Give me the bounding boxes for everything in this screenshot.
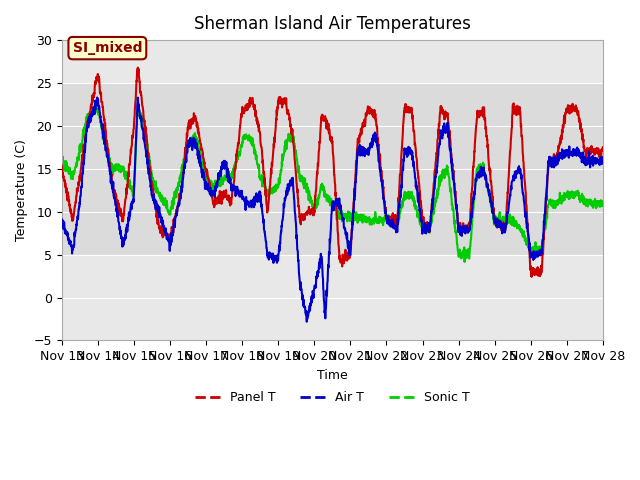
Sonic T [484, 187, 492, 193]
Sonic T [321, 191, 329, 197]
Air T [584, 159, 591, 165]
Sonic T [86, 111, 93, 117]
Sonic T [584, 203, 591, 208]
Air T [93, 95, 101, 100]
Air T [321, 315, 329, 321]
Air T [303, 319, 310, 324]
Panel T [134, 65, 141, 71]
Air T [58, 221, 66, 227]
Air T [584, 155, 591, 161]
Sonic T [307, 194, 315, 200]
Line: Panel T: Panel T [62, 68, 603, 276]
Line: Air T: Air T [62, 97, 603, 322]
Sonic T [599, 198, 607, 204]
Sonic T [58, 163, 66, 168]
Air T [599, 157, 607, 163]
Panel T [58, 163, 66, 168]
Title: Sherman Island Air Temperatures: Sherman Island Air Temperatures [194, 15, 471, 33]
Panel T [528, 274, 536, 279]
Panel T [584, 146, 591, 152]
Air T [86, 120, 93, 126]
Air T [307, 299, 315, 304]
Panel T [599, 144, 607, 150]
Bar [62, 83, 603, 254]
Sonic T [584, 204, 591, 209]
Panel T [321, 113, 329, 119]
X-axis label: Time: Time [317, 369, 348, 382]
Panel T [307, 210, 315, 216]
Sonic T [92, 102, 100, 108]
Panel T [86, 114, 93, 120]
Sonic T [461, 259, 468, 265]
Panel T [484, 150, 492, 156]
Air T [484, 188, 492, 194]
Line: Sonic T: Sonic T [62, 105, 603, 262]
Panel T [584, 148, 591, 154]
Y-axis label: Temperature (C): Temperature (C) [15, 139, 28, 241]
Legend: Panel T, Air T, Sonic T: Panel T, Air T, Sonic T [189, 386, 475, 409]
Text: SI_mixed: SI_mixed [72, 41, 142, 55]
